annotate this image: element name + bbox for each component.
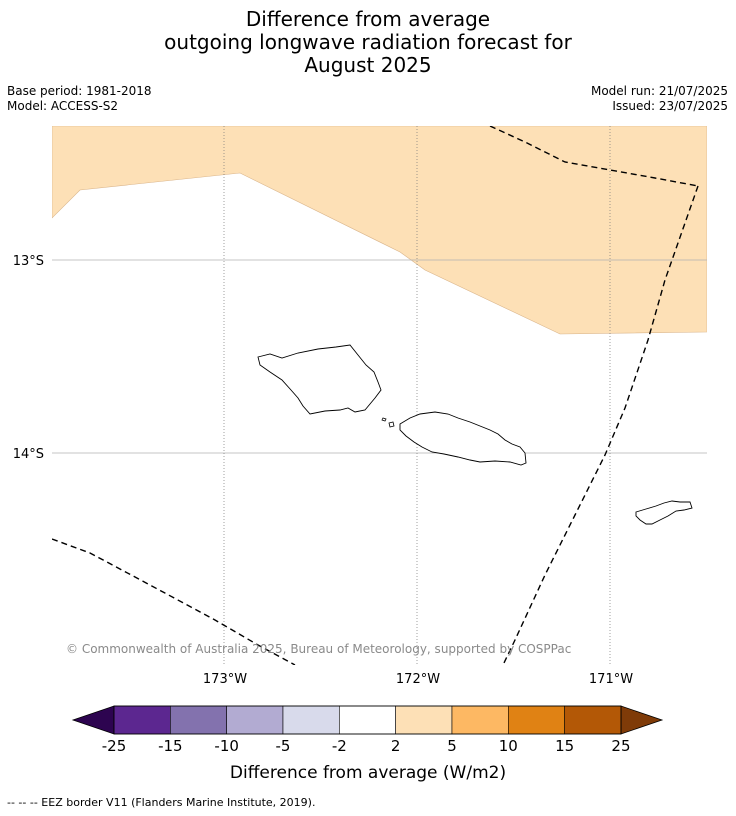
title-line-1: Difference from average: [245, 7, 491, 31]
upolu-island: [399, 411, 527, 466]
colorbar-cell: [564, 705, 622, 735]
colorbar-tick-label: 25: [611, 737, 630, 755]
title-line-2: outgoing longwave radiation forecast for: [164, 30, 572, 54]
lat-label-13s: 13°S: [13, 254, 44, 269]
colorbar-tick-label: -2: [332, 737, 347, 755]
colorbar-tick-label: -5: [276, 737, 291, 755]
colorbar-outline: [113, 705, 622, 735]
title-line-3: August 2025: [304, 53, 432, 77]
colorbar-tick-label: -25: [102, 737, 127, 755]
manono-island: [381, 417, 387, 422]
eez-border-east: [502, 185, 699, 665]
savaii-island: [257, 344, 382, 415]
model-name: Model: ACCESS-S2: [7, 99, 119, 113]
tutuila-island: [635, 500, 693, 525]
colorbar-tick-label: 10: [499, 737, 518, 755]
colorbar-tick-label: -15: [158, 737, 183, 755]
colorbar-label: Difference from average (W/m2): [230, 763, 506, 783]
colorbar-cell: [339, 705, 396, 735]
colorbar-tick-label: 5: [447, 737, 457, 755]
apolima-island: [388, 421, 395, 428]
colorbar-cell: [395, 705, 453, 735]
colorbar-tick-label: 2: [391, 737, 401, 755]
map-title: Difference from average outgoing longwav…: [0, 8, 736, 77]
colorbar: -25 -15 -10 -5 -2 2 5 10 15 25: [71, 705, 664, 755]
colorbar-tick-label: -10: [214, 737, 239, 755]
model-run: Model run: 21/07/2025: [590, 84, 728, 98]
colorbar-low-extension: [71, 705, 115, 735]
eez-border-southwest: [52, 538, 296, 665]
issued-date: Issued: 23/07/2025: [612, 99, 728, 113]
lon-label-173w: 173°W: [203, 672, 247, 687]
colorbar-cell: [508, 705, 565, 735]
colorbar-cell: [170, 705, 227, 735]
anomaly-shading: [52, 126, 707, 335]
colorbar-cell: [451, 705, 509, 735]
eez-border-north: [489, 126, 699, 187]
copyright-notice: © Commonwealth of Australia 2025, Bureau…: [66, 642, 571, 656]
colorbar-cell: [282, 705, 340, 735]
lon-label-172w: 172°W: [396, 672, 440, 687]
map-area: [52, 126, 707, 665]
lat-label-14s: 14°S: [13, 447, 44, 462]
meta-left: Base period: 1981-2018 Model: ACCESS-S2: [7, 84, 152, 114]
base-period: Base period: 1981-2018: [7, 84, 152, 98]
colorbar-cell: [113, 705, 171, 735]
eez-legend-note: -- -- -- EEZ border V11 (Flanders Marine…: [7, 796, 316, 809]
colorbar-tick-label: 15: [555, 737, 574, 755]
colorbar-high-extension: [620, 705, 664, 735]
colorbar-cell: [226, 705, 284, 735]
lon-label-171w: 171°W: [589, 672, 633, 687]
meta-right: Model run: 21/07/2025 Issued: 23/07/2025: [591, 84, 728, 114]
